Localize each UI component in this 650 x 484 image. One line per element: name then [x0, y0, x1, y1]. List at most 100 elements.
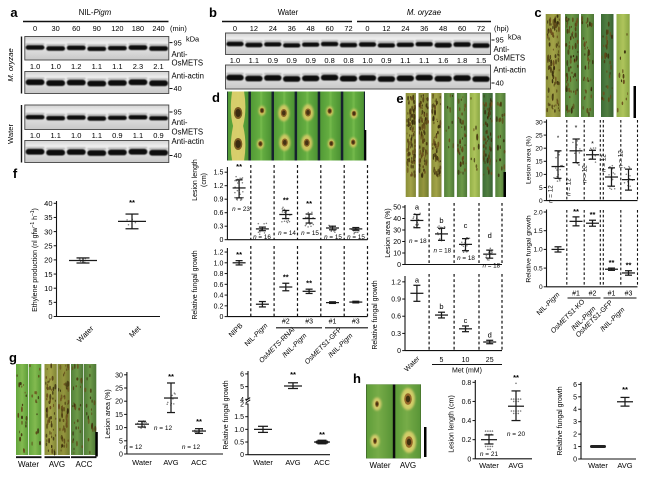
svg-text:1.1: 1.1 — [419, 56, 429, 65]
svg-text:a: a — [10, 5, 18, 20]
svg-text:0.9: 0.9 — [287, 56, 297, 65]
svg-text:1.2: 1.2 — [214, 250, 224, 257]
svg-text:**: ** — [319, 430, 325, 439]
svg-text:#3: #3 — [625, 291, 633, 298]
svg-text:b: b — [209, 5, 217, 20]
svg-text:0.8: 0.8 — [462, 380, 472, 387]
svg-text:AVG: AVG — [285, 458, 300, 467]
svg-text:n = 16: n = 16 — [253, 234, 271, 241]
svg-text:n = 12: n = 12 — [548, 185, 555, 203]
svg-text:n = 14: n = 14 — [278, 230, 296, 237]
svg-text:AVG: AVG — [508, 461, 523, 470]
svg-text:30: 30 — [535, 119, 543, 126]
svg-text:n = 12: n = 12 — [182, 444, 201, 451]
svg-text:0.8: 0.8 — [214, 271, 224, 278]
svg-text:12: 12 — [250, 24, 258, 33]
svg-text:25: 25 — [535, 132, 543, 139]
svg-text:0: 0 — [240, 452, 244, 459]
svg-text:95: 95 — [496, 36, 504, 45]
svg-text:2: 2 — [573, 432, 577, 439]
svg-text:0: 0 — [119, 452, 123, 459]
svg-text:OsMETS: OsMETS — [172, 128, 204, 137]
svg-text:(min): (min) — [170, 24, 187, 33]
svg-text:0.6: 0.6 — [214, 210, 224, 217]
svg-text:10: 10 — [535, 172, 543, 179]
svg-text:20: 20 — [535, 146, 543, 153]
svg-text:Water: Water — [132, 458, 152, 467]
svg-text:**: ** — [513, 373, 519, 382]
svg-text:0: 0 — [33, 24, 37, 33]
svg-text:0.2: 0.2 — [462, 437, 472, 444]
svg-text:*: * — [557, 136, 560, 142]
svg-text:*: * — [575, 125, 578, 132]
svg-text:1.0: 1.0 — [534, 247, 543, 254]
svg-text:Anti-actin: Anti-actin — [172, 137, 205, 146]
svg-text:0: 0 — [48, 312, 52, 321]
svg-text:0.3: 0.3 — [391, 331, 401, 338]
svg-text:n = 18: n = 18 — [433, 247, 451, 254]
svg-text:1.5: 1.5 — [214, 170, 224, 177]
svg-text:n = 12: n = 12 — [618, 150, 625, 168]
svg-text:72: 72 — [344, 24, 352, 33]
svg-text:Water: Water — [369, 461, 390, 470]
svg-text:**: ** — [236, 162, 242, 171]
svg-text:35: 35 — [44, 213, 52, 222]
svg-text:0: 0 — [365, 24, 369, 33]
svg-text:0.4: 0.4 — [214, 293, 224, 300]
svg-text:kDa: kDa — [508, 33, 522, 42]
svg-text:0: 0 — [219, 237, 223, 244]
svg-text:Met (mM): Met (mM) — [452, 368, 482, 375]
svg-text:1.0: 1.0 — [214, 260, 224, 267]
svg-text:1.1: 1.1 — [112, 62, 122, 71]
svg-text:1: 1 — [573, 444, 577, 451]
svg-text:n = 21: n = 21 — [480, 451, 499, 458]
svg-text:180: 180 — [132, 24, 144, 33]
svg-text:60: 60 — [325, 24, 333, 33]
svg-text:Lesion area (%): Lesion area (%) — [526, 136, 533, 184]
svg-text:25: 25 — [486, 357, 494, 364]
svg-text:48: 48 — [307, 24, 315, 33]
svg-text:1.2: 1.2 — [71, 62, 81, 71]
svg-text:Water: Water — [479, 461, 499, 470]
svg-text:40: 40 — [174, 84, 182, 93]
svg-text:#1: #1 — [608, 291, 616, 298]
svg-text:c: c — [464, 316, 468, 325]
svg-text:15: 15 — [115, 412, 123, 419]
svg-text:1.1: 1.1 — [400, 56, 410, 65]
svg-text:Ethylene production (nl gfw–1: Ethylene production (nl gfw–1 h–1) — [30, 208, 39, 312]
svg-text:AVG: AVG — [163, 458, 178, 467]
svg-text:4: 4 — [573, 407, 577, 414]
svg-text:36: 36 — [420, 24, 428, 33]
svg-text:2.3: 2.3 — [133, 62, 143, 71]
svg-text:95: 95 — [174, 108, 182, 117]
svg-text:1.6: 1.6 — [438, 56, 448, 65]
svg-text:1.1: 1.1 — [50, 131, 60, 140]
svg-text:0.6: 0.6 — [214, 282, 224, 289]
svg-text:240: 240 — [152, 24, 164, 33]
svg-text:n = 12: n = 12 — [124, 444, 143, 451]
svg-text:Lesion length (cm): Lesion length (cm) — [449, 395, 456, 453]
svg-text:**: ** — [283, 195, 289, 204]
svg-text:10: 10 — [115, 425, 123, 432]
svg-text:n = 18: n = 18 — [409, 238, 427, 245]
svg-text:Relative fungal growth: Relative fungal growth — [557, 386, 564, 455]
svg-text:d: d — [488, 330, 492, 339]
svg-text:40: 40 — [393, 216, 401, 223]
svg-text:5: 5 — [539, 185, 543, 192]
svg-text:d: d — [212, 90, 220, 105]
svg-text:90: 90 — [93, 24, 101, 33]
svg-text:0.9: 0.9 — [268, 56, 278, 65]
svg-text:20: 20 — [393, 239, 401, 246]
svg-text:25: 25 — [44, 241, 52, 250]
svg-text:AVG: AVG — [617, 461, 632, 470]
svg-text:**: ** — [573, 207, 579, 216]
svg-text:0.4: 0.4 — [462, 418, 472, 425]
svg-text:30: 30 — [115, 372, 123, 379]
svg-text:1.0: 1.0 — [230, 56, 240, 65]
svg-text:n = 12: n = 12 — [601, 154, 608, 172]
svg-text:**: ** — [622, 385, 628, 394]
svg-text:0.2: 0.2 — [214, 303, 224, 310]
svg-text:0.9: 0.9 — [112, 131, 122, 140]
svg-text:0: 0 — [539, 198, 543, 205]
svg-text:0: 0 — [397, 262, 401, 269]
